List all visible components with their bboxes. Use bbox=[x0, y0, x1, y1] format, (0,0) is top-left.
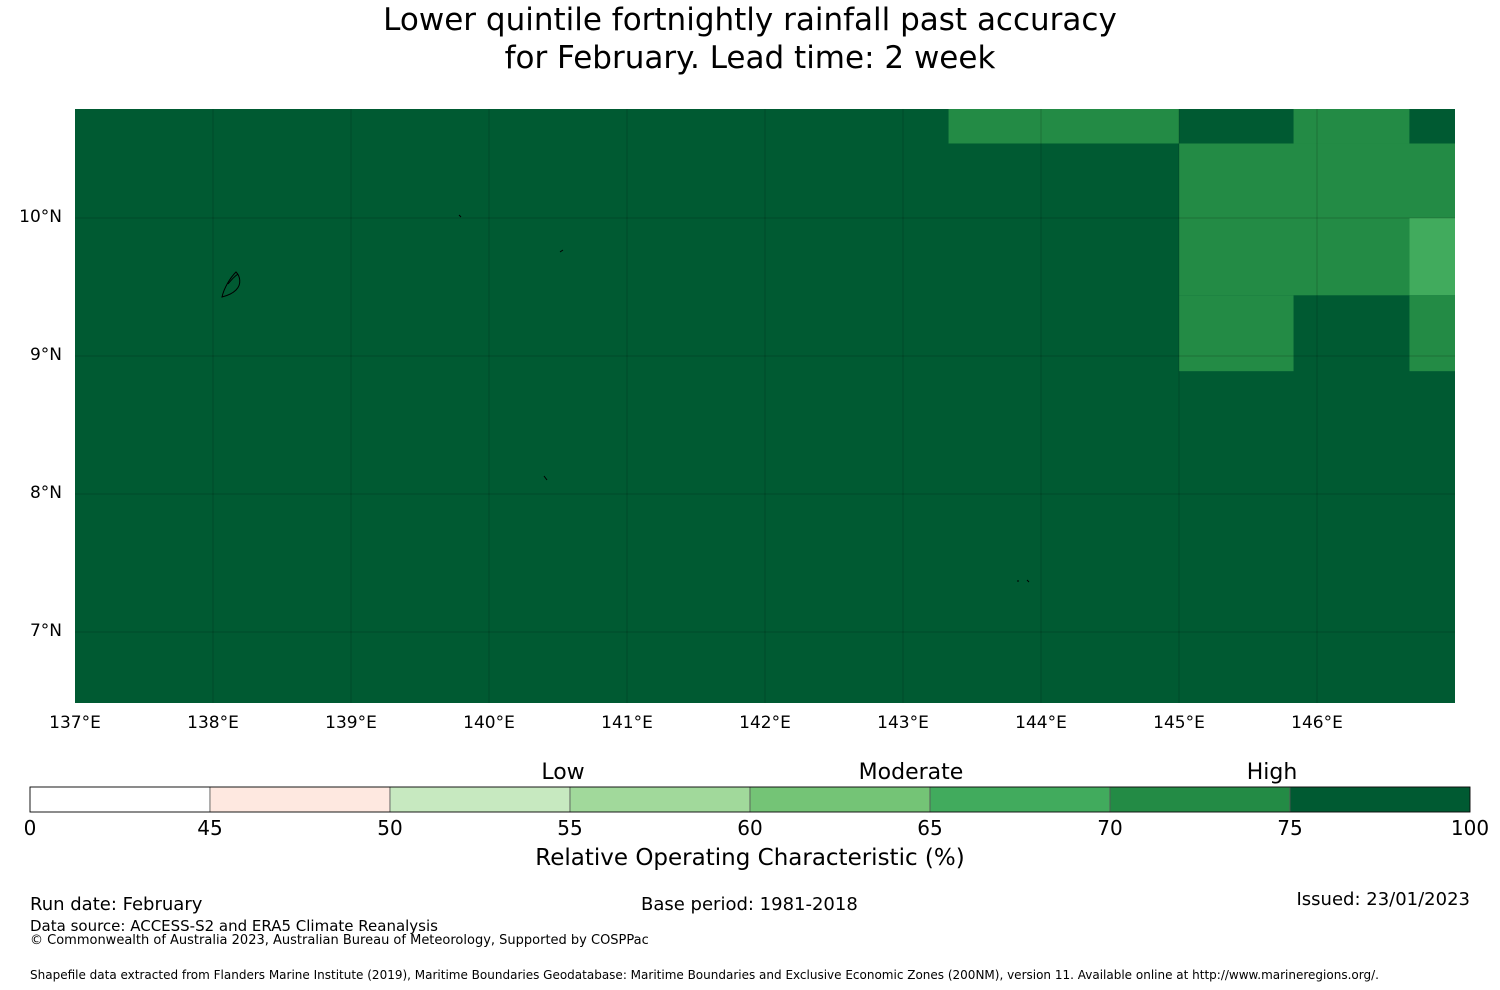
grid-cell-5 bbox=[1179, 143, 1455, 218]
lon-tick-label: 139°E bbox=[325, 713, 377, 733]
data-source: Data source: ACCESS-S2 and ERA5 Climate … bbox=[30, 917, 438, 935]
island-ngulu bbox=[543, 475, 548, 481]
grid-cell-3 bbox=[1293, 109, 1410, 144]
colorbar-bin bbox=[569, 786, 751, 813]
lon-tick-label: 138°E bbox=[187, 713, 239, 733]
colorbar-frame bbox=[29, 786, 1471, 813]
grid-cell-7 bbox=[1409, 218, 1455, 296]
island-sorol bbox=[559, 249, 564, 253]
island-ulithi-inner bbox=[227, 273, 239, 285]
map-title-line2: for February. Lead time: 2 week bbox=[504, 40, 996, 76]
lon-tick-label: 145°E bbox=[1153, 713, 1205, 733]
grid-cell-2 bbox=[1179, 109, 1294, 144]
category-high: High bbox=[1246, 760, 1298, 785]
run-date: Run date: February bbox=[30, 894, 203, 915]
colorbar-tick-label: 100 bbox=[1450, 816, 1490, 840]
grid-cell-8 bbox=[1179, 295, 1294, 372]
lon-tick-label: 141°E bbox=[601, 713, 653, 733]
lat-tick-label: 10°N bbox=[19, 207, 62, 227]
island-outlines bbox=[221, 214, 1030, 583]
category-low: Low bbox=[541, 760, 585, 785]
lat-tick-label: 8°N bbox=[29, 483, 62, 503]
shapefile-credit: Shapefile data extracted from Flanders M… bbox=[30, 968, 1379, 982]
colorbar-bin bbox=[389, 786, 571, 813]
colorbar bbox=[29, 786, 1471, 813]
lon-tick-label: 140°E bbox=[463, 713, 515, 733]
grid-cells bbox=[948, 109, 1455, 372]
gridlines bbox=[75, 109, 1455, 703]
grid-cell-1 bbox=[1041, 109, 1179, 144]
lon-tick-label: 146°E bbox=[1291, 713, 1343, 733]
lat-tick-label: 9°N bbox=[29, 345, 62, 365]
colorbar-bin bbox=[749, 786, 931, 813]
category-moderate: Moderate bbox=[858, 760, 964, 785]
colorbar-bin bbox=[1289, 786, 1471, 813]
island-ulithi bbox=[221, 271, 241, 298]
colorbar-tick-label: 65 bbox=[917, 816, 943, 840]
colorbar-title: Relative Operating Characteristic (%) bbox=[535, 845, 965, 871]
island-fais bbox=[458, 214, 462, 218]
lon-tick-label: 144°E bbox=[1015, 713, 1067, 733]
colorbar-bin bbox=[1109, 786, 1291, 813]
colorbar-tick-label: 45 bbox=[197, 816, 223, 840]
lon-tick-label: 142°E bbox=[739, 713, 791, 733]
grid-cell-6 bbox=[1179, 218, 1410, 296]
grid-cell-0 bbox=[948, 109, 1041, 144]
map-title: Lower quintile fortnightly rainfall past… bbox=[0, 1, 1500, 77]
colorbar-tick-label: 55 bbox=[557, 816, 583, 840]
grid-cell-9 bbox=[1409, 295, 1455, 372]
colorbar-bin bbox=[209, 786, 391, 813]
colorbar-bin bbox=[929, 786, 1111, 813]
colorbar-tick-label: 75 bbox=[1277, 816, 1303, 840]
colorbar-tick-label: 0 bbox=[23, 816, 37, 840]
lon-tick-label: 143°E bbox=[877, 713, 929, 733]
colorbar-tick-label: 50 bbox=[377, 816, 403, 840]
copyright: © Commonwealth of Australia 2023, Austra… bbox=[30, 933, 649, 948]
issued-date: Issued: 23/01/2023 bbox=[1296, 889, 1470, 910]
colorbar-bin bbox=[29, 786, 211, 813]
grid-cell-4 bbox=[1409, 109, 1455, 144]
base-period: Base period: 1981-2018 bbox=[641, 894, 858, 915]
lat-tick-label: 7°N bbox=[29, 621, 62, 641]
colorbar-tick-label: 60 bbox=[737, 816, 763, 840]
island-woleai-2 bbox=[1026, 579, 1030, 583]
colorbar-tick-label: 70 bbox=[1097, 816, 1123, 840]
lon-tick-label: 137°E bbox=[49, 713, 101, 733]
map-title-line1: Lower quintile fortnightly rainfall past… bbox=[383, 2, 1117, 38]
